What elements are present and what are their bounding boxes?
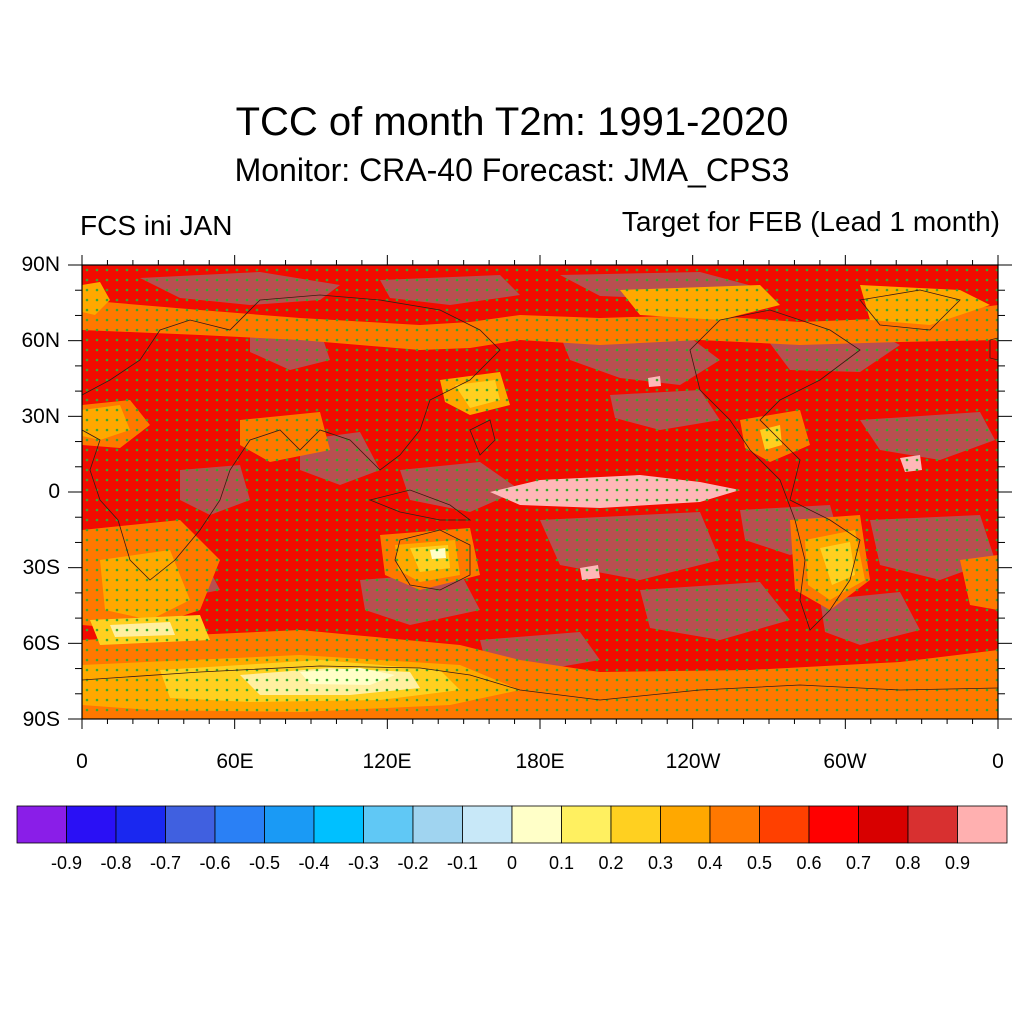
correlation-field (82, 265, 998, 719)
lat-label-90s: 90S (22, 708, 60, 731)
colorbar-label: -0.3 (347, 853, 380, 873)
colorbar-swatch (610, 805, 661, 844)
map-subtitle: Monitor: CRA-40 Forecast: JMA_CPS3 (234, 152, 790, 188)
colorbar-swatch (214, 805, 265, 844)
colorbar-swatch (907, 805, 958, 844)
initialization-label: FCS ini JAN (80, 210, 233, 241)
colorbar-swatch (808, 805, 859, 844)
lon-label-120w: 120W (665, 750, 721, 773)
lon-label-120e: 120E (362, 750, 412, 773)
colorbar-label: 0.4 (697, 853, 723, 873)
lon-label-60w: 60W (823, 750, 867, 773)
lon-label-0-west: 0 (76, 750, 88, 773)
colorbar-swatch (264, 805, 315, 844)
colorbar-swatch (313, 805, 364, 844)
colorbar-label: 0.5 (746, 853, 773, 873)
colorbar-swatch (709, 805, 760, 844)
colorbar-label: 0.9 (944, 853, 971, 873)
colorbar-label: 0.7 (845, 853, 872, 873)
colorbar-swatch (957, 805, 1008, 844)
significance-stippling (82, 265, 998, 719)
colorbar-label: -0.7 (149, 853, 182, 873)
lon-label-60e: 60E (216, 750, 254, 773)
colorbar-label: 0.2 (598, 853, 624, 873)
colorbar (16, 805, 1008, 844)
coastlines (82, 289, 998, 701)
target-label: Target for FEB (Lead 1 month) (621, 206, 1000, 237)
colorbar-swatch (511, 805, 562, 844)
colorbar-label: -0.1 (446, 853, 479, 873)
lat-label-60s: 60S (22, 632, 60, 655)
colorbar-label: 0.3 (647, 853, 674, 873)
colorbar-swatch (660, 805, 711, 844)
colorbar-swatch (165, 805, 216, 844)
lon-label-180e: 180E (515, 750, 565, 773)
colorbar-swatch (115, 805, 166, 844)
lat-label-30n: 30N (21, 405, 60, 428)
lat-label-eq: 0 (48, 480, 60, 503)
lat-label-90n: 90N (21, 253, 60, 276)
colorbar-label: 0.6 (796, 853, 822, 873)
lat-label-30s: 30S (22, 556, 60, 579)
colorbar-swatch (16, 805, 67, 844)
lat-label-60n: 60N (21, 329, 60, 352)
colorbar-label: -0.9 (50, 853, 83, 873)
colorbar-label: -0.5 (248, 853, 281, 873)
colorbar-swatch (759, 805, 810, 844)
colorbar-swatch (363, 805, 414, 844)
lon-label-0-east: 0 (992, 750, 1004, 773)
axis-ticks (68, 255, 1012, 729)
colorbar-label: -0.8 (100, 853, 132, 873)
colorbar-label: 0 (506, 853, 517, 873)
colorbar-label: -0.6 (199, 853, 231, 873)
colorbar-swatch (412, 805, 463, 844)
colorbar-label: -0.4 (298, 853, 330, 873)
colorbar-swatch (462, 805, 513, 844)
colorbar-swatch (561, 805, 612, 844)
colorbar-label: -0.2 (397, 853, 429, 873)
colorbar-label: 0.8 (895, 853, 921, 873)
colorbar-swatch (66, 805, 117, 844)
colorbar-label: 0.1 (548, 853, 575, 873)
map-title: TCC of month T2m: 1991-2020 (235, 100, 789, 144)
colorbar-swatch (858, 805, 909, 844)
